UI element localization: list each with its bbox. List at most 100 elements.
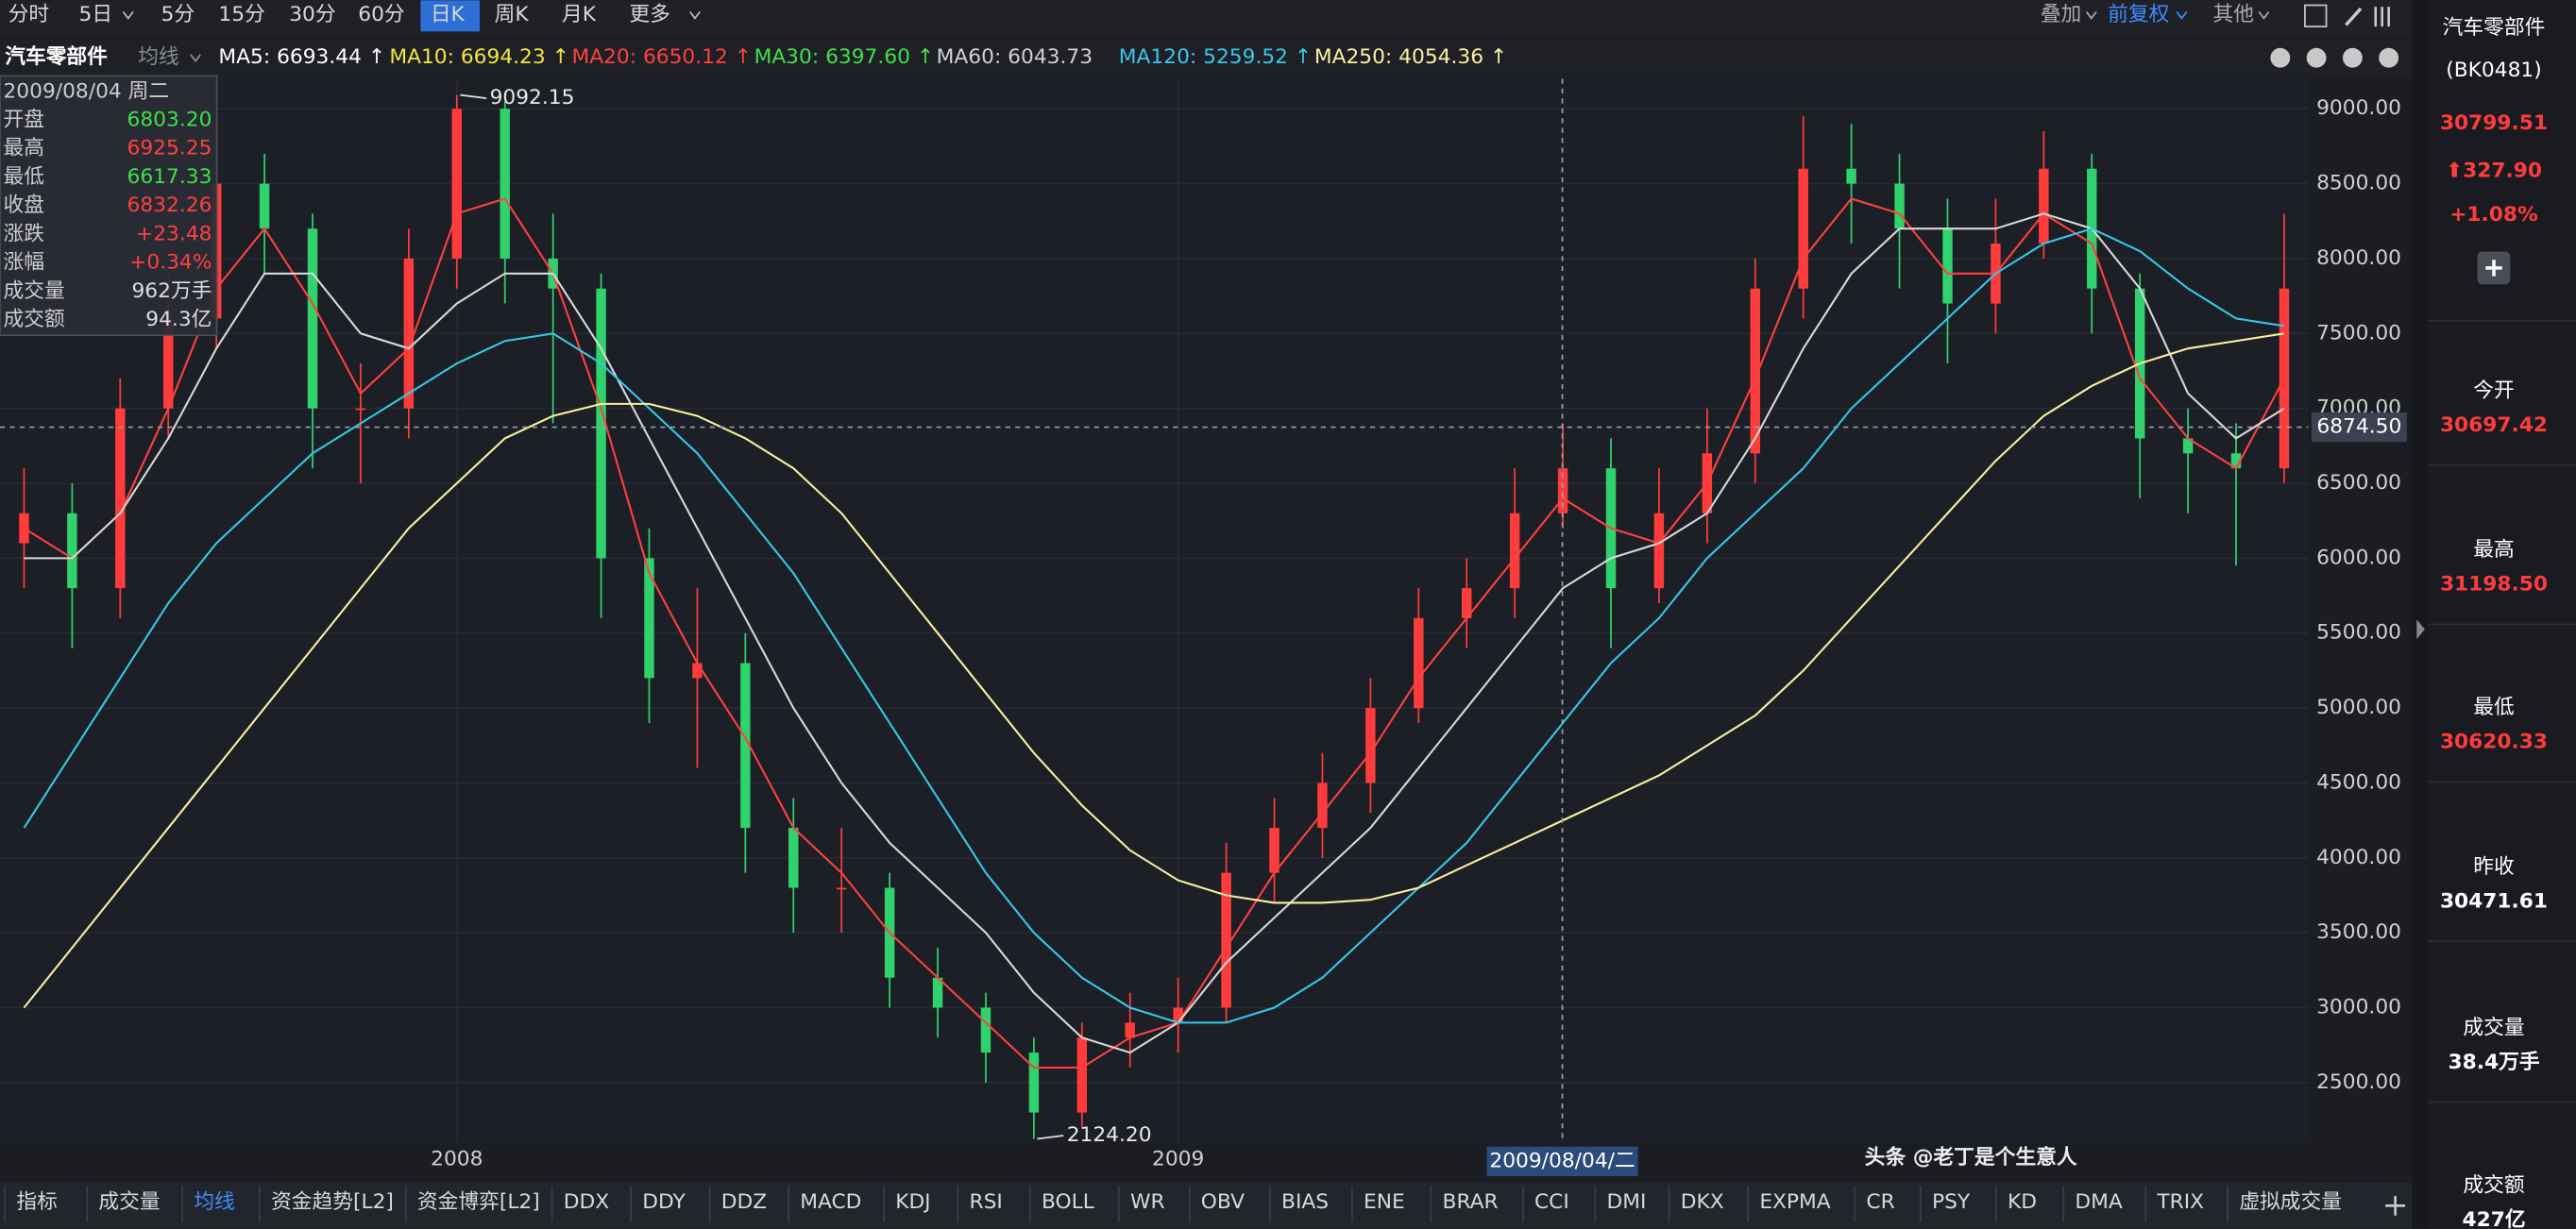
y-tick-label: 8000.00 xyxy=(2316,246,2401,270)
stock-name: 汽车零部件 xyxy=(2443,16,2546,40)
y-axis-area xyxy=(2308,76,2413,1183)
indicator-tab[interactable]: KDJ xyxy=(895,1190,930,1214)
tool-button[interactable]: 其他 xyxy=(2213,3,2254,26)
candle-body xyxy=(740,663,751,829)
watermark: 头条 @老丁是个生意人 xyxy=(1865,1145,2077,1170)
info-panel xyxy=(0,75,218,337)
indicator-tab[interactable]: CR xyxy=(1866,1190,1894,1214)
ma-bar-label[interactable]: 均线 xyxy=(138,45,178,69)
period-tab[interactable]: 分时 xyxy=(8,3,49,26)
y-tick-label: 6000.00 xyxy=(2316,546,2401,569)
ma-legend-item: MA250: 4054.36 ↑ xyxy=(1314,45,1507,69)
indicator-tab[interactable]: DDY xyxy=(642,1190,686,1214)
indicator-tab[interactable]: DMA xyxy=(2075,1190,2122,1214)
settings-icon[interactable] xyxy=(2342,47,2363,68)
ma-line xyxy=(23,197,2285,1069)
indicator-tab[interactable]: 资金趋势[L2] xyxy=(271,1190,394,1214)
indicator-tab[interactable]: DKX xyxy=(1681,1190,1724,1214)
indicator-tab[interactable]: DMI xyxy=(1607,1190,1647,1214)
candle-body xyxy=(307,228,318,409)
indicator-tab[interactable]: BIAS xyxy=(1281,1190,1329,1214)
period-tab[interactable]: 15分 xyxy=(218,3,264,26)
crosshair-y-label-bg xyxy=(2311,412,2407,443)
indicator-tab[interactable]: OBV xyxy=(1201,1190,1245,1214)
indicator-tab[interactable]: BRAR xyxy=(1443,1190,1499,1214)
info-label: 收盘 xyxy=(3,194,43,217)
period-tab[interactable]: 60分 xyxy=(358,3,404,26)
indicator-tab[interactable]: PSY xyxy=(1932,1190,1971,1214)
candle-body xyxy=(836,887,847,890)
y-tick-label: 8500.00 xyxy=(2316,172,2401,195)
close-icon[interactable] xyxy=(2379,47,2399,68)
y-tick-label: 5500.00 xyxy=(2316,621,2401,645)
indicator-tab[interactable]: DDZ xyxy=(721,1190,767,1214)
indicator-tab[interactable]: TRIX xyxy=(2156,1190,2204,1214)
indicator-tab[interactable]: 资金博弈[L2] xyxy=(417,1190,540,1214)
info-label: 涨跌 xyxy=(3,222,44,245)
indicator-tab[interactable]: RSI xyxy=(969,1190,1002,1214)
ma-legend-item: MA60: 6043.73 xyxy=(937,45,1093,69)
period-tab[interactable]: 日K xyxy=(431,3,466,26)
candle-body xyxy=(1894,183,1905,229)
layout-icon[interactable] xyxy=(2304,4,2328,28)
indicator-tab[interactable]: EXPMA xyxy=(1759,1190,1830,1214)
candle-body xyxy=(1846,168,1856,184)
ma-bar-bg xyxy=(0,40,2413,76)
plot-area xyxy=(0,76,2309,1144)
stat-value: 38.4万手 xyxy=(2448,1051,2539,1074)
indicator-tab[interactable]: ENE xyxy=(1364,1190,1405,1214)
stock-change-pct: +1.08% xyxy=(2449,203,2538,227)
candle-body xyxy=(19,513,29,544)
indicator-tab[interactable]: KD xyxy=(2008,1190,2037,1214)
indicator-tab[interactable]: DDX xyxy=(564,1190,609,1214)
info-label: 成交额 xyxy=(3,308,64,331)
zoom-icon[interactable] xyxy=(2306,47,2327,68)
period-tab[interactable]: 5日 xyxy=(79,3,113,26)
menu-icon[interactable] xyxy=(2374,7,2390,27)
period-tab[interactable]: 周K xyxy=(495,3,530,26)
candle-body xyxy=(1221,872,1231,1008)
draw-icon[interactable] xyxy=(2345,7,2363,26)
indicator-tab[interactable]: 虚拟成交量 xyxy=(2239,1190,2342,1214)
candle-body xyxy=(1125,1022,1135,1038)
crosshair-y-label: 6874.50 xyxy=(2316,415,2401,439)
info-label: 最低 xyxy=(3,165,43,189)
indicator-tab[interactable]: WR xyxy=(1130,1190,1165,1214)
info-label: 成交量 xyxy=(3,279,64,303)
candle-body xyxy=(596,288,606,559)
y-tick-label: 9000.00 xyxy=(2316,96,2401,120)
add-tab-icon[interactable] xyxy=(2385,1195,2406,1216)
indicator-tab[interactable]: MACD xyxy=(800,1190,861,1214)
candle-body xyxy=(1750,288,1760,454)
candle-body xyxy=(1557,468,1568,513)
minimize-icon[interactable] xyxy=(2270,47,2291,68)
candle-body xyxy=(2230,453,2242,469)
indicator-tab[interactable]: 均线 xyxy=(194,1190,234,1214)
y-tick-label: 3000.00 xyxy=(2316,996,2401,1019)
indicator-tab[interactable]: BOLL xyxy=(1042,1190,1094,1214)
period-tab[interactable]: 5分 xyxy=(161,3,195,26)
candle-body xyxy=(2039,168,2049,244)
info-value: +23.48 xyxy=(136,222,212,245)
period-tab[interactable]: 30分 xyxy=(289,3,335,26)
dropdown-icon xyxy=(2176,10,2188,20)
y-tick-label: 5000.00 xyxy=(2316,696,2401,719)
period-tab[interactable]: 月K xyxy=(562,3,597,26)
dropdown-icon xyxy=(122,10,134,20)
tool-button[interactable]: 叠加 xyxy=(2041,3,2081,26)
period-tab[interactable]: 更多 xyxy=(629,3,669,26)
indicator-tab[interactable]: 成交量 xyxy=(98,1190,160,1214)
stat-value: 31198.50 xyxy=(2440,573,2548,597)
candle-body xyxy=(1462,588,1472,618)
info-label: 涨幅 xyxy=(3,251,43,275)
ma-line xyxy=(24,212,2285,1054)
candle-body xyxy=(500,109,510,259)
indicator-tab[interactable]: CCI xyxy=(1534,1190,1569,1214)
collapse-arrow[interactable] xyxy=(2416,619,2425,640)
indicator-tab[interactable]: 指标 xyxy=(16,1190,57,1214)
active-period-bg xyxy=(420,0,481,32)
tool-button[interactable]: 前复权 xyxy=(2108,3,2169,26)
stat-label: 成交量 xyxy=(2463,1016,2524,1039)
